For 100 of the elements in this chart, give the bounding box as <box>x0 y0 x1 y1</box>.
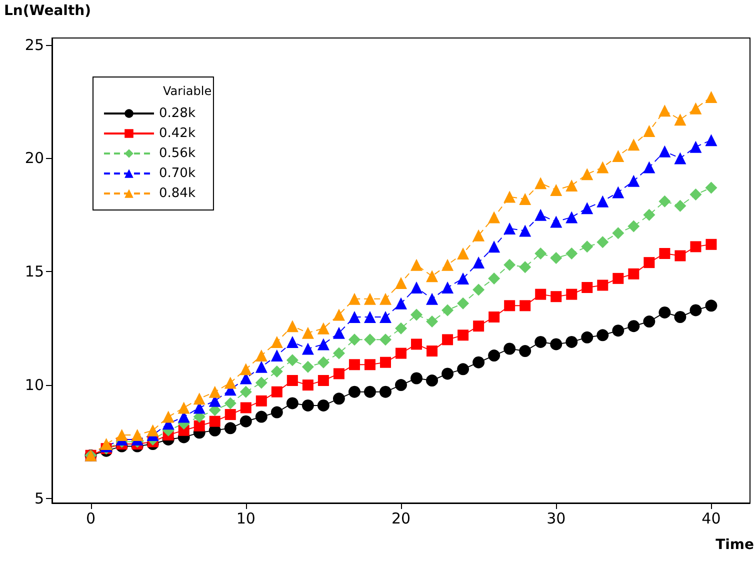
point <box>596 161 609 174</box>
point <box>348 359 360 370</box>
point <box>302 360 314 373</box>
legend-label: 0.56k <box>159 146 196 161</box>
point <box>270 350 283 362</box>
point <box>566 179 578 192</box>
point <box>705 90 718 103</box>
point <box>612 227 624 240</box>
point <box>457 363 470 376</box>
point <box>333 368 344 380</box>
y-tick-label: 5 <box>34 489 44 508</box>
point <box>410 258 423 271</box>
point <box>379 311 392 323</box>
point <box>224 422 236 434</box>
x-axis-title: Time <box>716 537 754 553</box>
point <box>643 125 656 137</box>
point <box>581 168 594 180</box>
point <box>519 345 532 358</box>
point <box>628 220 640 232</box>
point <box>286 397 298 410</box>
point <box>488 240 500 253</box>
point <box>395 322 407 334</box>
legend-label: 0.28k <box>159 106 196 121</box>
point <box>520 300 531 312</box>
point <box>582 282 593 294</box>
point <box>256 395 267 406</box>
point <box>208 386 221 398</box>
point <box>644 257 655 268</box>
point <box>658 145 671 158</box>
point <box>116 428 128 441</box>
point <box>395 276 407 289</box>
point <box>504 222 516 235</box>
point <box>519 261 532 274</box>
point <box>566 288 578 300</box>
point <box>364 386 376 398</box>
point <box>674 200 686 212</box>
point <box>410 308 423 321</box>
point <box>658 195 671 208</box>
point <box>255 410 268 423</box>
x-tick-label: 30 <box>546 510 566 528</box>
point <box>395 297 407 310</box>
y-tick-label: 20 <box>24 149 44 168</box>
point <box>659 248 670 259</box>
point <box>395 379 407 392</box>
point <box>146 424 159 436</box>
point <box>426 270 438 282</box>
point <box>628 174 640 187</box>
point <box>612 150 624 162</box>
legend-label: 0.42k <box>159 126 196 141</box>
point <box>705 182 718 194</box>
point <box>348 311 360 323</box>
y-axis-title: Ln(Wealth) <box>4 3 92 19</box>
point <box>317 322 330 334</box>
point <box>534 208 547 221</box>
point <box>472 284 485 296</box>
point <box>612 324 624 337</box>
point <box>581 240 594 253</box>
point <box>332 392 345 405</box>
point <box>596 195 609 208</box>
point <box>426 292 438 305</box>
point <box>178 402 190 414</box>
point <box>209 416 220 427</box>
point <box>286 375 298 386</box>
point <box>458 330 469 341</box>
point <box>566 247 578 260</box>
point <box>270 406 283 418</box>
point <box>658 306 671 318</box>
point <box>255 376 268 389</box>
point <box>674 311 686 323</box>
point <box>302 380 314 391</box>
point <box>581 202 594 214</box>
point <box>674 250 686 262</box>
legend-title: Variable <box>163 84 212 98</box>
point <box>550 291 562 302</box>
point <box>410 282 423 294</box>
point <box>411 338 422 350</box>
point <box>705 134 718 146</box>
y-tick-label: 25 <box>24 36 44 54</box>
point <box>317 399 330 412</box>
point <box>643 161 656 174</box>
point <box>472 256 485 269</box>
point <box>504 190 516 203</box>
legend-label: 0.84k <box>159 186 196 201</box>
point <box>674 114 686 126</box>
point <box>302 326 314 339</box>
point <box>690 188 702 201</box>
point <box>705 300 718 312</box>
point <box>131 428 144 441</box>
point <box>380 386 392 398</box>
point <box>612 272 624 284</box>
point <box>410 372 423 384</box>
point <box>488 312 500 322</box>
point <box>318 375 329 386</box>
point <box>193 392 206 405</box>
x-tick-label: 20 <box>391 510 411 528</box>
point <box>706 238 717 250</box>
point <box>364 334 376 346</box>
point <box>504 300 516 312</box>
point <box>426 374 438 387</box>
point <box>550 252 562 264</box>
